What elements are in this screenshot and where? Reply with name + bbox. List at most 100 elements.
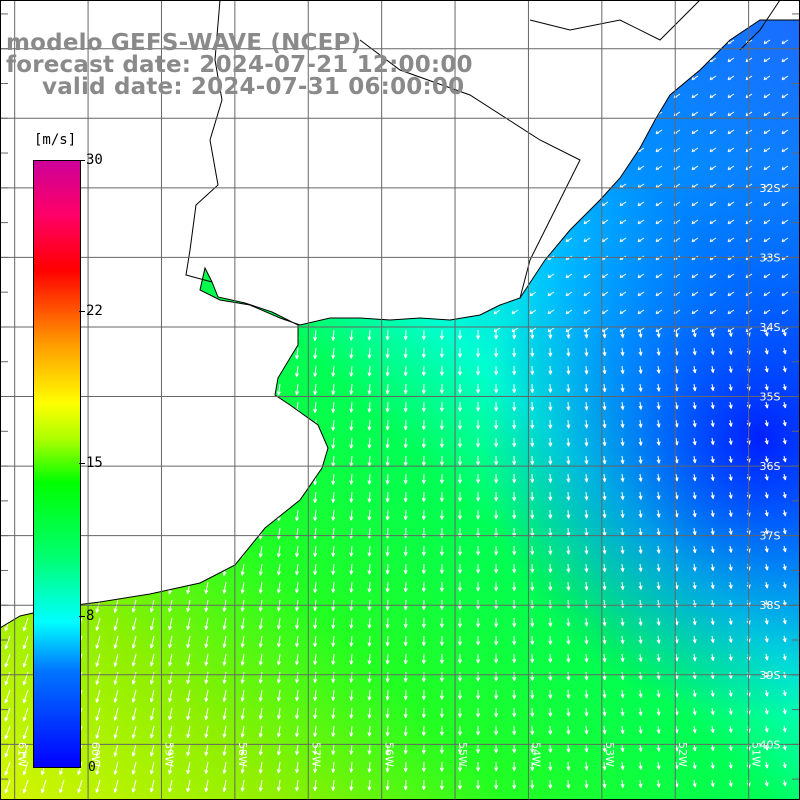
wind-arrow (602, 545, 607, 555)
wind-arrow (637, 219, 645, 225)
wind-arrow (781, 219, 789, 225)
wind-arrow (566, 635, 571, 645)
wind-arrow (781, 147, 789, 153)
wind-arrow (385, 563, 390, 575)
wind-arrow (566, 743, 571, 753)
wind-arrow (620, 761, 625, 770)
wind-arrow (764, 707, 769, 715)
wind-arrow (367, 671, 372, 683)
wind-arrow (331, 761, 336, 773)
wind-arrow (764, 617, 769, 625)
wind-arrow (548, 545, 553, 555)
wind-arrow (620, 689, 625, 698)
wind-arrow (656, 455, 661, 464)
wind-arrow (692, 347, 697, 356)
wind-arrow (276, 671, 281, 684)
wind-arrow (727, 201, 735, 207)
wind-arrow (602, 671, 607, 681)
wind-arrow (691, 309, 699, 315)
lon-label: 58W (236, 742, 249, 767)
wind-arrow (530, 455, 535, 465)
wind-arrow (494, 653, 499, 664)
wind-arrow (763, 147, 771, 153)
wind-arrow (728, 689, 733, 697)
wind-arrow (656, 635, 661, 644)
wind-arrow (295, 671, 300, 684)
wind-arrow (421, 581, 426, 592)
wind-arrow (258, 563, 263, 576)
wind-arrow (709, 291, 717, 297)
wind-arrow (421, 545, 426, 556)
wind-arrow (584, 725, 589, 735)
wind-arrow (512, 563, 517, 574)
wind-arrow (258, 653, 263, 666)
wind-arrow (349, 761, 354, 773)
wind-arrow (530, 653, 535, 663)
wind-arrow (149, 617, 155, 631)
wind-arrow (692, 725, 697, 734)
wind-arrow (529, 309, 537, 315)
wind-arrow (782, 545, 787, 553)
wind-arrow (584, 419, 589, 429)
wind-arrow (4, 671, 11, 686)
wind-arrow (367, 383, 372, 395)
wind-arrow (276, 581, 281, 594)
wind-arrow (763, 39, 771, 45)
wind-arrow (548, 437, 553, 447)
wind-arrow (349, 653, 354, 665)
wind-arrow (584, 563, 589, 573)
wind-arrow (349, 779, 354, 791)
wind-arrow (421, 437, 426, 448)
wind-arrow (710, 365, 715, 374)
wind-arrow (385, 347, 390, 359)
lon-label: 53W (603, 742, 616, 767)
wind-arrow (457, 383, 462, 394)
wind-arrow (548, 671, 553, 681)
wind-arrow (584, 707, 589, 717)
wind-arrow (710, 545, 715, 554)
wind-arrow (240, 707, 245, 720)
wind-arrow (530, 473, 535, 483)
wind-arrow (709, 327, 717, 333)
wind-arrow (763, 129, 771, 135)
wind-arrow (367, 779, 372, 791)
wind-arrow (240, 725, 245, 738)
wind-arrow (781, 111, 789, 117)
wind-arrow (494, 545, 499, 556)
wind-arrow (349, 581, 354, 593)
wind-arrow (22, 707, 29, 722)
wind-arrow (512, 707, 517, 718)
wind-arrow (566, 707, 571, 717)
wind-arrow (764, 725, 769, 733)
wind-arrow (349, 545, 354, 557)
wind-arrow (421, 743, 426, 754)
wind-arrow (638, 779, 643, 788)
wind-arrow (637, 165, 645, 171)
wind-arrow (637, 237, 645, 243)
wind-arrow (620, 743, 625, 752)
wind-arrow (331, 545, 336, 557)
wind-arrow (512, 581, 517, 592)
wind-arrow (512, 383, 517, 394)
wind-arrow (764, 383, 769, 391)
wind-arrow (512, 419, 517, 430)
wind-arrow (692, 743, 697, 752)
wind-arrow (494, 599, 499, 610)
wind-arrow (583, 309, 591, 315)
wind-arrow (638, 653, 643, 662)
wind-arrow (439, 509, 444, 520)
lon-label: 55W (456, 742, 469, 767)
lat-label: 34S (760, 321, 781, 334)
wind-arrow (439, 563, 444, 574)
wind-arrow (728, 545, 733, 553)
wind-arrow (367, 563, 372, 575)
wind-arrow (95, 617, 101, 631)
wind-arrow (710, 437, 715, 446)
wind-arrow (637, 273, 645, 279)
wind-arrow (764, 437, 769, 445)
wind-arrow (367, 491, 372, 503)
wind-arrow (565, 237, 573, 243)
wind-arrow (295, 347, 300, 360)
wind-arrow (403, 761, 408, 773)
